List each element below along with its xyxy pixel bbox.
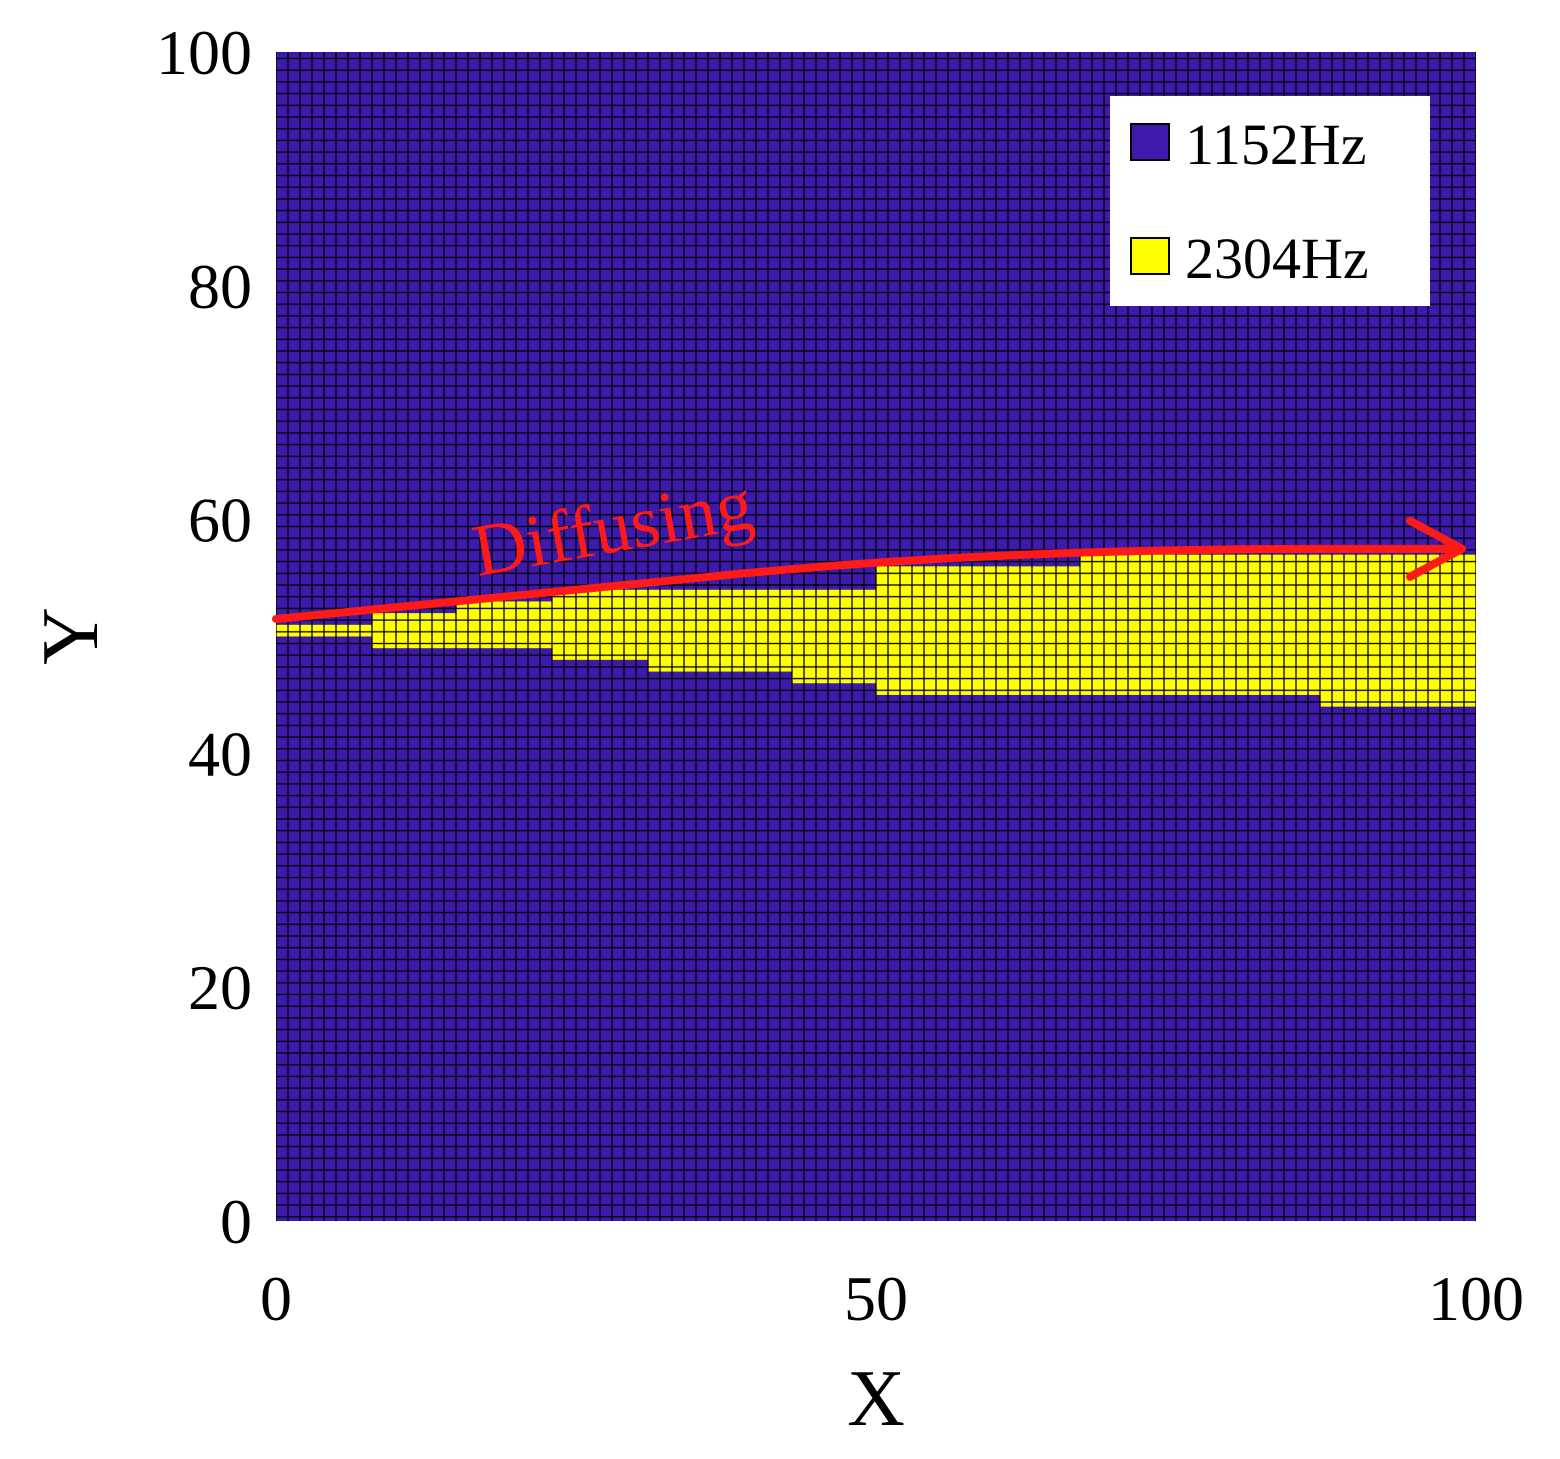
diffusing-arrow-head [1406, 516, 1466, 581]
legend-swatch-2304hz [1130, 237, 1170, 275]
y-tick-label-20: 20 [188, 952, 252, 1023]
y-tick-label-40: 40 [188, 718, 252, 789]
legend: 1152Hz 2304Hz [1110, 96, 1430, 306]
x-tick-label-50: 50 [844, 1263, 908, 1334]
legend-swatch-1152hz [1130, 123, 1170, 161]
y-tick-labels: 0 20 40 60 80 100 [156, 17, 252, 1257]
x-tick-labels: 0 50 100 [260, 1263, 1524, 1334]
y-tick-label-80: 80 [188, 251, 252, 322]
y-tick-label-0: 0 [220, 1186, 252, 1257]
y-tick-label-100: 100 [156, 17, 252, 88]
diffusing-arrow [272, 544, 1456, 623]
x-axis-title: X [847, 1355, 905, 1443]
y-axis-title: Y [27, 607, 115, 665]
x-tick-label-0: 0 [260, 1263, 292, 1334]
x-tick-label-100: 100 [1428, 1263, 1524, 1334]
legend-label-1152hz: 1152Hz [1185, 112, 1366, 177]
y-tick-label-60: 60 [188, 485, 252, 556]
legend-label-2304hz: 2304Hz [1185, 226, 1369, 291]
